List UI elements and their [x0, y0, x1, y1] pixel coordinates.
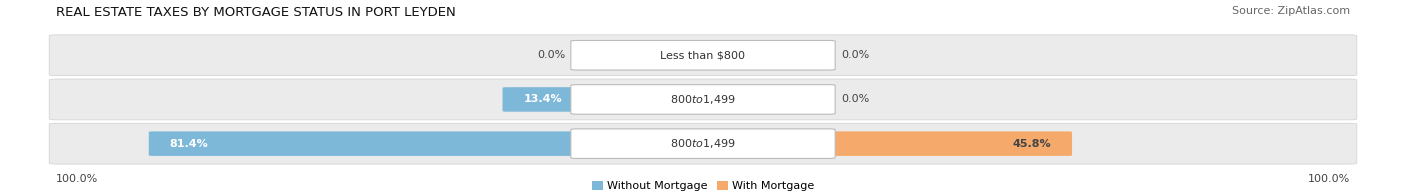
FancyBboxPatch shape: [49, 35, 1357, 76]
FancyBboxPatch shape: [571, 85, 835, 114]
Text: Less than $800: Less than $800: [661, 50, 745, 60]
Text: 81.4%: 81.4%: [170, 139, 208, 149]
Text: $800 to $1,499: $800 to $1,499: [671, 137, 735, 150]
FancyBboxPatch shape: [502, 87, 581, 112]
Text: Source: ZipAtlas.com: Source: ZipAtlas.com: [1232, 6, 1350, 16]
Text: $800 to $1,499: $800 to $1,499: [671, 93, 735, 106]
Text: 100.0%: 100.0%: [1308, 174, 1350, 184]
Text: REAL ESTATE TAXES BY MORTGAGE STATUS IN PORT LEYDEN: REAL ESTATE TAXES BY MORTGAGE STATUS IN …: [56, 6, 456, 19]
FancyBboxPatch shape: [825, 131, 1071, 156]
FancyBboxPatch shape: [571, 129, 835, 158]
FancyBboxPatch shape: [49, 123, 1357, 164]
Text: 45.8%: 45.8%: [1012, 139, 1050, 149]
Text: 100.0%: 100.0%: [56, 174, 98, 184]
Text: 0.0%: 0.0%: [841, 50, 869, 60]
FancyBboxPatch shape: [571, 41, 835, 70]
Text: 0.0%: 0.0%: [537, 50, 565, 60]
FancyBboxPatch shape: [49, 79, 1357, 120]
Text: 0.0%: 0.0%: [841, 94, 869, 105]
FancyBboxPatch shape: [149, 131, 581, 156]
Text: 13.4%: 13.4%: [523, 94, 562, 105]
Legend: Without Mortgage, With Mortgage: Without Mortgage, With Mortgage: [592, 181, 814, 191]
